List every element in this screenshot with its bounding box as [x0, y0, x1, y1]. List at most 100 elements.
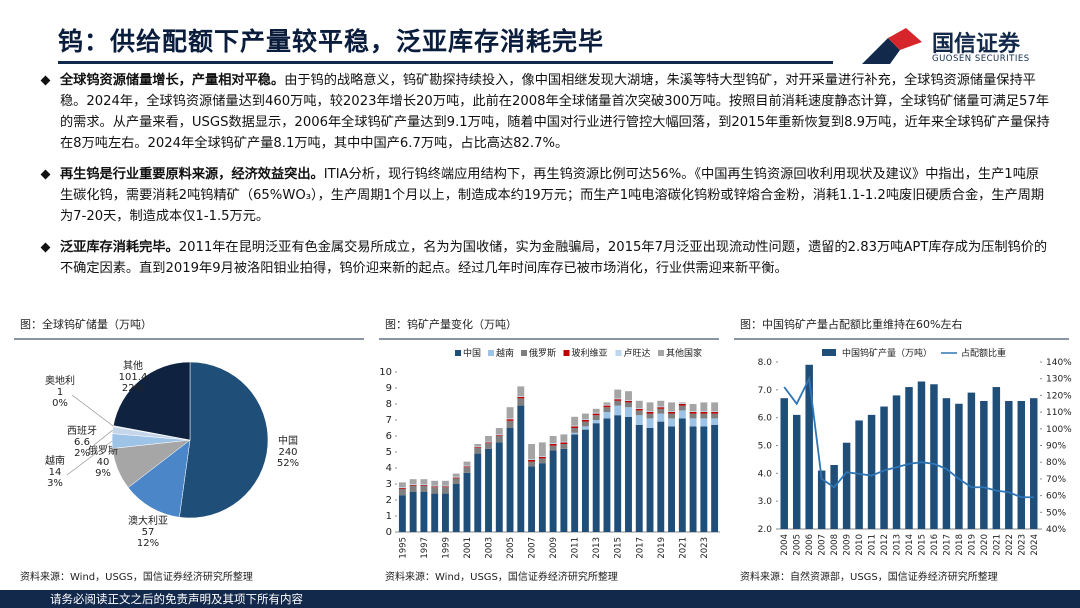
bar-segment: [678, 404, 686, 406]
bar-segment: [549, 445, 557, 451]
bar-segment: [635, 408, 643, 409]
bar-segment: [603, 412, 611, 419]
bar-segment: [635, 408, 643, 411]
bar: [992, 387, 1001, 529]
bar-segment: [592, 423, 600, 532]
lead: 泛亚库存消耗完毕。: [60, 240, 179, 255]
bar-segment: [442, 480, 449, 486]
bar: [792, 414, 801, 529]
legend-label: 占配额比重: [961, 347, 1006, 359]
y-tick-label: 1: [386, 511, 392, 522]
bar-segment: [603, 402, 611, 405]
x-tick-label: 2016: [930, 534, 940, 556]
x-tick-label: 2017: [942, 534, 952, 556]
x-tick-label: 1997: [420, 537, 430, 559]
y2-tick-label: 140%: [1046, 358, 1072, 368]
x-tick-label: 2023: [700, 537, 710, 559]
bar-segment: [560, 442, 568, 444]
bar-segment: [398, 482, 406, 488]
text: ITIA分析，现行钨终端应用结构下，再生钨资源比例可达56%。《中国再生钨资源回…: [60, 167, 1045, 224]
x-tick-label: 2005: [793, 534, 803, 556]
bar-segment: [485, 436, 492, 442]
bar-segment: [625, 391, 632, 400]
bar-segment: [517, 398, 525, 406]
legend-label: 卢旺达: [624, 347, 651, 359]
bar-segment: [700, 418, 708, 427]
text: 由于钨的战略意义，钨矿勘探持续投入，像中国相继发现大湖塘，朱溪等特大型钨矿，对开…: [60, 73, 1050, 151]
bar-segment: [442, 486, 449, 488]
pie-value: 57: [142, 527, 155, 538]
x-tick-label: 2007: [818, 534, 828, 556]
bar: [780, 398, 788, 529]
chart: 图：中国钨矿产量占配额比重维持在60%左右资料来源：自然资源部，USGS，国信证…: [734, 317, 1072, 583]
bar-segment: [442, 487, 449, 494]
pie-label: 澳大利亚: [128, 514, 168, 527]
bar-segment: [549, 450, 557, 532]
x-tick-label: 2017: [635, 537, 645, 559]
bullet: [40, 242, 51, 253]
x-tick-label: 2024: [1030, 534, 1040, 556]
y-tick-label: 10: [379, 367, 392, 378]
pie-share: 52%: [277, 458, 299, 469]
bar-segment: [614, 415, 622, 532]
bar-segment: [689, 411, 697, 412]
y-tick-label: 5.0: [758, 442, 773, 452]
pie-value: 240: [278, 447, 297, 458]
x-tick-label: 2013: [893, 534, 903, 556]
bar-segment: [581, 426, 589, 430]
bar-segment: [657, 413, 665, 422]
y-tick-label: 4: [386, 463, 392, 474]
title-rule: [58, 61, 833, 64]
legend-label: 俄罗斯: [529, 347, 556, 359]
bar-segment: [711, 424, 719, 532]
pie-share: 12%: [137, 538, 159, 549]
bar: [1005, 400, 1013, 529]
bar-segment: [614, 400, 622, 406]
page-title: 钨：供给配额下产量较平稳，泛亚库存消耗完毕: [58, 27, 605, 56]
bar-segment: [668, 418, 675, 427]
pie-label: 西班牙: [67, 425, 97, 437]
bar-segment: [700, 413, 708, 419]
lead: 全球钨资源储量增长，产量相对平稳。: [60, 73, 285, 88]
legend-swatch: [455, 350, 461, 356]
x-tick-label: 2009: [843, 534, 853, 556]
bar-segment: [581, 413, 589, 420]
bar-segment: [442, 485, 449, 487]
y2-tick-label: 60%: [1046, 492, 1066, 502]
line: [783, 375, 1034, 499]
bar: [980, 400, 988, 529]
y-tick-label: 4.0: [758, 469, 773, 479]
x-tick-label: 1995: [398, 537, 408, 559]
bar-segment: [420, 484, 428, 486]
bar-segment: [495, 434, 503, 436]
bar-segment: [495, 442, 503, 532]
bar-segment: [420, 484, 428, 485]
bar-segment: [506, 420, 514, 428]
bar-segment: [657, 408, 665, 414]
pie-value: 6.6: [74, 437, 90, 448]
pie-slice: [179, 361, 269, 519]
bar-segment: [538, 442, 546, 456]
bar: [842, 442, 851, 529]
bar-segment: [420, 492, 428, 532]
bar-segment: [635, 415, 643, 425]
y2-tick-label: 50%: [1046, 508, 1066, 518]
bar-segment: [549, 443, 557, 444]
bar-segment: [506, 418, 514, 420]
x-tick-label: 2006: [805, 534, 815, 556]
bar: [1017, 400, 1026, 529]
logo: 国信证券 GUOSEN SECURITIES: [860, 24, 1070, 68]
pie-share: 2%: [74, 448, 90, 459]
bar-segment: [603, 404, 611, 406]
bar-segment: [420, 485, 428, 492]
paragraph: 泛亚库存消耗完毕。2011年在昆明泛亚有色金属交易所成立，名为为国收储，实为金融…: [38, 237, 1050, 279]
pie-value: 1: [57, 387, 63, 398]
y-tick-label: 7.0: [758, 386, 773, 396]
bar-segment: [614, 405, 622, 416]
bar-segment: [506, 407, 514, 419]
y-tick-label: 9: [386, 383, 392, 394]
bar-segment: [442, 493, 449, 532]
bar-segment: [635, 400, 643, 408]
x-tick-label: 2004: [780, 534, 790, 556]
